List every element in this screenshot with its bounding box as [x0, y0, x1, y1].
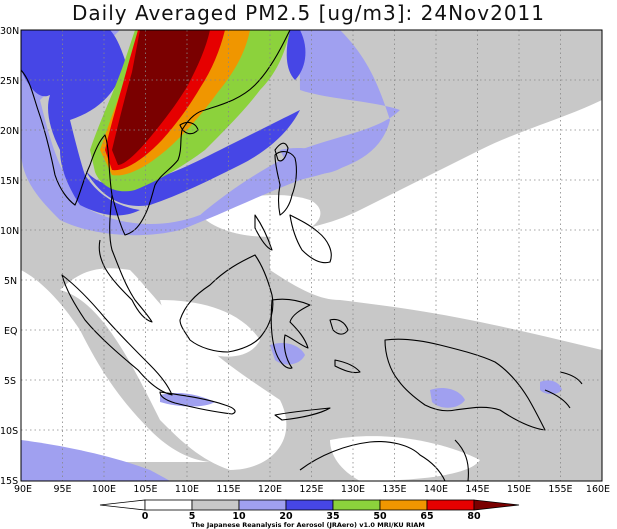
- pm25-level-gt80: [112, 30, 210, 165]
- lon-label: 150E: [507, 484, 531, 495]
- colorbar-label: 5: [189, 511, 196, 522]
- lon-label: 160E: [586, 484, 610, 495]
- lon-label: 155E: [548, 484, 572, 495]
- pm25-level-20-35: [21, 30, 400, 236]
- lon-label: 95E: [53, 484, 71, 495]
- lon-label: 125E: [299, 484, 323, 495]
- lon-label: 135E: [382, 484, 406, 495]
- lon-label: 90E: [14, 484, 32, 495]
- lon-label: 110E: [175, 484, 199, 495]
- lat-label: 10S: [0, 426, 18, 437]
- colorbar-label: 0: [142, 511, 149, 522]
- colorbar-segment: [473, 499, 520, 511]
- colorbar-label: 80: [467, 511, 481, 522]
- concentration-field: [21, 30, 602, 481]
- colorbar-segment: [426, 499, 475, 511]
- colorbar-segment: [332, 499, 381, 511]
- plot-frame: [20, 29, 603, 482]
- colorbar-label: 20: [279, 511, 293, 522]
- lon-label: 145E: [465, 484, 489, 495]
- lat-label: 15S: [0, 476, 18, 487]
- lat-label: 30N: [0, 26, 19, 37]
- latitude-labels: 30N 25N 20N 15N 10N 5N EQ 5S 10S 15S: [0, 26, 19, 487]
- lon-label: 130E: [341, 484, 365, 495]
- longitude-labels: 90E 95E 100E 105E 110E 115E 120E 125E 13…: [14, 484, 610, 495]
- lon-label: 140E: [424, 484, 448, 495]
- colorbar-label: 65: [420, 511, 433, 522]
- colorbar-segment: [379, 499, 428, 511]
- pm25-level-35-50: [21, 30, 140, 216]
- lon-label: 100E: [92, 484, 116, 495]
- gridlines: [21, 30, 602, 481]
- lon-label: 105E: [133, 484, 157, 495]
- colorbar-label: 50: [373, 511, 387, 522]
- colorbar-labels: 0 5 10 20 35 50 65 80: [142, 511, 481, 522]
- colorbar-label: 35: [326, 511, 339, 522]
- map-title: Daily Averaged PM2.5 [ug/m3]: 24Nov2011: [71, 1, 546, 25]
- colorbar-segment: [144, 499, 193, 511]
- lon-label: 115E: [216, 484, 240, 495]
- lat-label: EQ: [4, 326, 17, 337]
- lat-label: 15N: [0, 176, 19, 187]
- coastlines: [21, 30, 583, 481]
- credit-text: The Japanese Reanalysis for Aerosol (JRA…: [191, 521, 425, 529]
- lat-label: 5S: [4, 376, 16, 387]
- colorbar: [99, 499, 520, 511]
- colorbar-label: 10: [232, 511, 246, 522]
- lat-label: 25N: [0, 76, 19, 87]
- colorbar-segment: [285, 499, 334, 511]
- lon-label: 120E: [258, 484, 282, 495]
- lat-label: 10N: [0, 226, 19, 237]
- colorbar-segment: [99, 499, 146, 511]
- lat-label: 5N: [4, 276, 17, 287]
- colorbar-segment: [191, 499, 240, 511]
- colorbar-segment: [238, 499, 287, 511]
- lat-label: 20N: [0, 126, 19, 137]
